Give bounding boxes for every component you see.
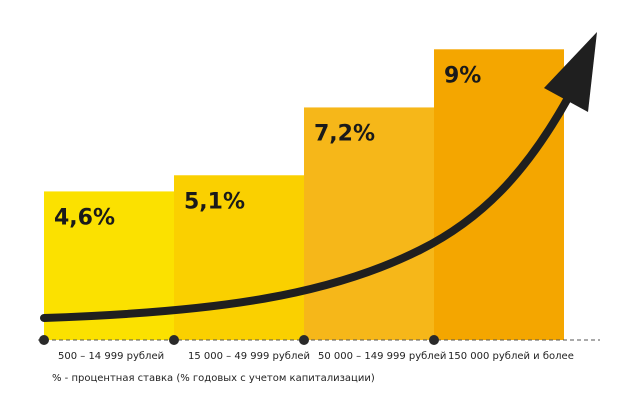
- tick-dot-3: [299, 335, 309, 345]
- value-labels: 4,6% 5,1% 7,2% 9%: [54, 63, 481, 230]
- bar-value-label-3: 7,2%: [314, 121, 375, 146]
- growth-arrow-curve: [40, 94, 572, 322]
- category-label-3: 50 000 – 149 999 рублей: [318, 351, 446, 362]
- tick-dot-1: [39, 335, 49, 345]
- bar-value-label-1: 4,6%: [54, 205, 115, 230]
- category-label-1: 500 – 14 999 рублей: [58, 351, 164, 362]
- tick-dots: [39, 335, 439, 345]
- category-label-2: 15 000 – 49 999 рублей: [188, 351, 310, 362]
- category-labels: 500 – 14 999 рублей 15 000 – 49 999 рубле…: [58, 351, 574, 362]
- bar-value-label-4: 9%: [444, 63, 481, 88]
- tick-dot-2: [169, 335, 179, 345]
- growth-arrow-head: [544, 32, 597, 112]
- bar-3: [304, 107, 434, 340]
- tick-dot-4: [429, 335, 439, 345]
- bars-group: [44, 49, 564, 341]
- bar-value-label-2: 5,1%: [184, 189, 245, 214]
- bar-2: [174, 175, 304, 340]
- footnote: % - процентная ставка (% годовых с учето…: [52, 373, 375, 384]
- category-label-4: 150 000 рублей и более: [448, 351, 574, 362]
